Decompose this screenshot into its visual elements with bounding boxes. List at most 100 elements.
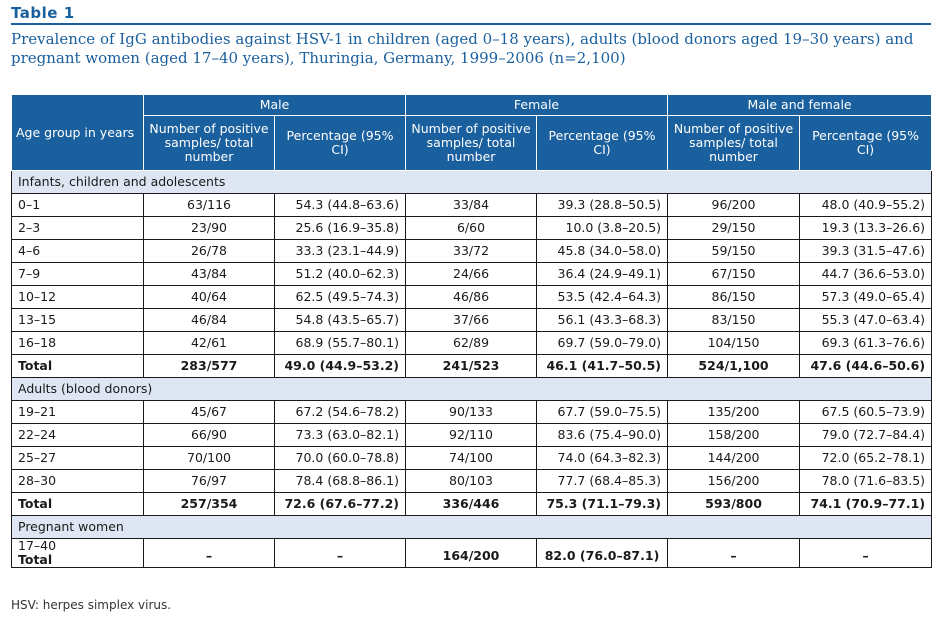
table-cell: 10.0 (3.8–20.5) xyxy=(536,216,669,240)
table-cell: 39.3 (31.5–47.6) xyxy=(799,239,933,263)
table-cell: 10–12 xyxy=(11,285,144,309)
table-cell: 67.2 (54.6–78.2) xyxy=(273,400,407,424)
table-row: 2–3 23/90 25.6 (16.9–35.8) 6/60 10.0 (3.8–20… xyxy=(11,216,933,240)
header-group-both: Male and female xyxy=(667,94,933,116)
pregnant-cell: – xyxy=(799,538,933,568)
table-cell: 86/150 xyxy=(667,285,801,309)
table-cell: 19.3 (13.3–26.6) xyxy=(799,216,933,240)
total-cell: 336/446 xyxy=(405,492,538,516)
table-cell: 7–9 xyxy=(11,262,144,286)
table-row: 28–30 76/97 78.4 (68.8–86.1) 80/103 77.7 (68… xyxy=(11,469,933,493)
table-cell: 83/150 xyxy=(667,308,801,332)
total-cell: 593/800 xyxy=(667,492,801,516)
table-cell: 67.7 (59.0–75.5) xyxy=(536,400,669,424)
table-cell: 74/100 xyxy=(405,446,538,470)
table-cell: 78.0 (71.6–83.5) xyxy=(799,469,933,493)
table-cell: 36.4 (24.9–49.1) xyxy=(536,262,669,286)
table-cell: 76/97 xyxy=(143,469,275,493)
table-cell: 25–27 xyxy=(11,446,144,470)
header-group-female: Female xyxy=(405,94,669,116)
table-cell: 67/150 xyxy=(667,262,801,286)
table-cell: 70/100 xyxy=(143,446,275,470)
table-cell: 77.7 (68.4–85.3) xyxy=(536,469,669,493)
table-cell: 55.3 (47.0–63.4) xyxy=(799,308,933,332)
section-row: Pregnant women xyxy=(10,515,933,539)
table-cell: 158/200 xyxy=(667,423,801,447)
table-cell: 45/67 xyxy=(143,400,275,424)
table-cell: 54.8 (43.5–65.7) xyxy=(273,308,407,332)
table-cell: 54.3 (44.8–63.6) xyxy=(273,193,407,217)
table-cell: 68.9 (55.7–80.1) xyxy=(273,331,407,355)
table-row: 13–15 46/84 54.8 (43.5–65.7) 37/66 56.1 (43.… xyxy=(11,308,933,332)
table-cell: 74.0 (64.3–82.3) xyxy=(536,446,669,470)
table-cell: 70.0 (60.0–78.8) xyxy=(273,446,407,470)
pregnant-age: 17–40 xyxy=(18,538,57,553)
total-row: Total 257/354 72.6 (67.6–77.2) 336/446 75.3 … xyxy=(11,492,933,516)
table-row: 19–21 45/67 67.2 (54.6–78.2) 90/133 67.7 (59… xyxy=(11,400,933,424)
table-cell: 24/66 xyxy=(405,262,538,286)
pregnant-cell: – xyxy=(667,538,801,568)
total-cell: 46.1 (41.7–50.5) xyxy=(536,354,669,378)
table-cell: 69.3 (61.3–76.6) xyxy=(799,331,933,355)
table-cell: 37/66 xyxy=(405,308,538,332)
table-cell: 92/110 xyxy=(405,423,538,447)
title-rule xyxy=(11,23,931,25)
footnote: HSV: herpes simplex virus. xyxy=(11,598,172,612)
header-both-percentage: Percentage (95% CI) xyxy=(799,115,933,171)
table-cell: 51.2 (40.0–62.3) xyxy=(273,262,407,286)
pregnant-cell: – xyxy=(143,538,275,568)
data-table: Age group in years Male Female Male and … xyxy=(10,94,933,568)
table-cell: 63/116 xyxy=(143,193,275,217)
table-row: 7–9 43/84 51.2 (40.0–62.3) 24/66 36.4 (24.9–… xyxy=(11,262,933,286)
table-cell: 90/133 xyxy=(405,400,538,424)
table-cell: 46/86 xyxy=(405,285,538,309)
table-cell: 25.6 (16.9–35.8) xyxy=(273,216,407,240)
table-row: 22–24 66/90 73.3 (63.0–82.1) 92/110 83.6 (75… xyxy=(11,423,933,447)
table-cell: 23/90 xyxy=(143,216,275,240)
section-label: Infants, children and adolescents xyxy=(10,170,933,194)
header-female-percentage: Percentage (95% CI) xyxy=(536,115,669,171)
table-cell: 33.3 (23.1–44.9) xyxy=(273,239,407,263)
table-cell: 78.4 (68.8–86.1) xyxy=(273,469,407,493)
table-row: 0–1 63/116 54.3 (44.8–63.6) 33/84 39.3 (28.8… xyxy=(11,193,933,217)
table-label: Table 1 xyxy=(11,4,75,22)
header-both-number: Number of positive samples/ total number xyxy=(667,115,801,171)
total-row: Total 283/577 49.0 (44.9–53.2) 241/523 46.1 … xyxy=(11,354,933,378)
table-cell: 42/61 xyxy=(143,331,275,355)
table-cell: 83.6 (75.4–90.0) xyxy=(536,423,669,447)
table-cell: 44.7 (36.6–53.0) xyxy=(799,262,933,286)
total-cell: 75.3 (71.1–79.3) xyxy=(536,492,669,516)
total-cell: 47.6 (44.6–50.6) xyxy=(799,354,933,378)
table-cell: 73.3 (63.0–82.1) xyxy=(273,423,407,447)
table-cell: 57.3 (49.0–65.4) xyxy=(799,285,933,309)
header-male-percentage: Percentage (95% CI) xyxy=(273,115,407,171)
header-female-number: Number of positive samples/ total number xyxy=(405,115,538,171)
table-cell: 144/200 xyxy=(667,446,801,470)
section-row: Infants, children and adolescents xyxy=(10,170,933,194)
table-cell: 46/84 xyxy=(143,308,275,332)
table-row: 16–18 42/61 68.9 (55.7–80.1) 62/89 69.7 (59.… xyxy=(11,331,933,355)
table-cell: 2–3 xyxy=(11,216,144,240)
table-cell: 96/200 xyxy=(667,193,801,217)
table-cell: 40/64 xyxy=(143,285,275,309)
total-cell: Total xyxy=(11,492,144,516)
table-cell: 33/84 xyxy=(405,193,538,217)
pregnant-cell: 164/200 xyxy=(405,538,538,568)
table-title: Prevalence of IgG antibodies against HSV… xyxy=(11,30,914,67)
table-cell: 39.3 (28.8–50.5) xyxy=(536,193,669,217)
section-label: Adults (blood donors) xyxy=(10,377,933,401)
table-row: 25–27 70/100 70.0 (60.0–78.8) 74/100 74.0 (6… xyxy=(11,446,933,470)
header-age-group: Age group in years xyxy=(11,94,144,171)
table-body: Infants, children and adolescents 0–1 63/1… xyxy=(10,170,933,568)
table-cell: 156/200 xyxy=(667,469,801,493)
total-cell: 524/1,100 xyxy=(667,354,801,378)
table-cell: 19–21 xyxy=(11,400,144,424)
table-cell: 66/90 xyxy=(143,423,275,447)
total-cell: 241/523 xyxy=(405,354,538,378)
table-cell: 13–15 xyxy=(11,308,144,332)
table-cell: 80/103 xyxy=(405,469,538,493)
table-cell: 67.5 (60.5–73.9) xyxy=(799,400,933,424)
table-cell: 43/84 xyxy=(143,262,275,286)
table-cell: 22–24 xyxy=(11,423,144,447)
pregnant-cell: 82.0 (76.0–87.1) xyxy=(536,538,669,568)
